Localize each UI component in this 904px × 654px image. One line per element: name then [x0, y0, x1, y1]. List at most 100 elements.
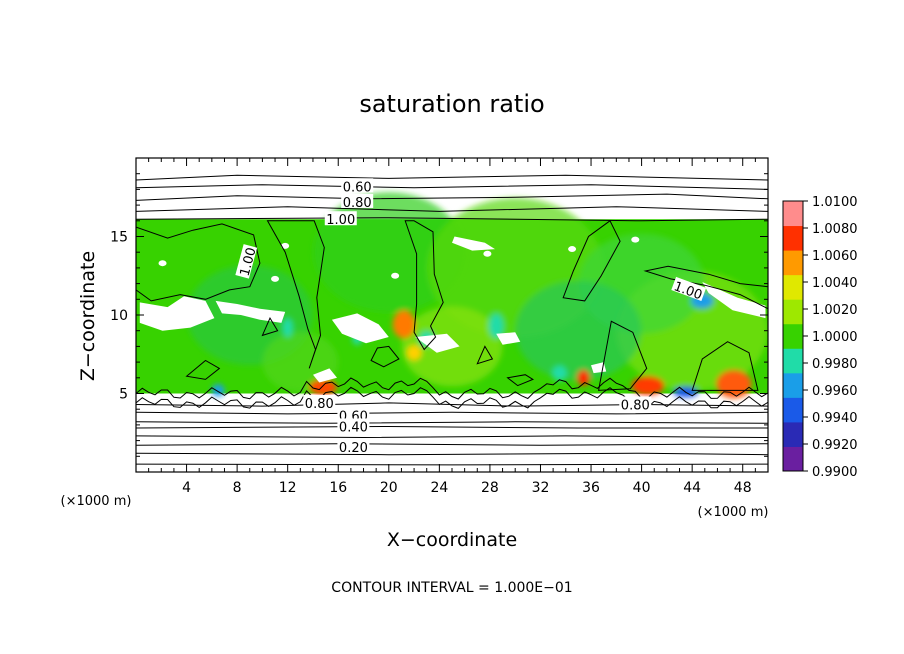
cool-patch [488, 313, 504, 339]
contour-line [136, 206, 768, 212]
contour-interval-note: CONTOUR INTERVAL = 1.000E−01 [331, 580, 572, 596]
colorbar-swatch [783, 348, 803, 374]
subsaturated-spot [568, 246, 577, 253]
colorbar-tick-label: 1.0000 [812, 330, 858, 345]
contour-line [136, 386, 768, 409]
colorbar-tick-label: 0.9980 [812, 357, 858, 372]
x-tick-label: 12 [279, 480, 297, 496]
x-axis-unit: (×1000 m) [698, 505, 769, 520]
colorbar-tick-label: 1.0100 [812, 195, 858, 210]
contour-line [185, 359, 221, 380]
contour-line [136, 377, 768, 400]
contour-label-bg [337, 407, 370, 422]
colorbar: 1.0100 1.0080 1.0060 1.0040 1.0020 1.0000 0.99… [782, 195, 858, 480]
contour-line [136, 443, 768, 446]
contour-label: 0.80 [305, 397, 334, 412]
contour-label-bg [341, 193, 374, 208]
subsaturated-spot [281, 242, 290, 249]
contour-label-bg [324, 211, 357, 226]
subsaturated-spot [158, 260, 167, 267]
x-tick-label: 48 [734, 480, 752, 496]
field-patch [515, 280, 642, 381]
subsaturated-spot [271, 275, 280, 282]
x-tick-label: 36 [582, 480, 600, 496]
colorbar-tick-label: 0.9940 [812, 411, 858, 426]
warm-patch [577, 369, 590, 386]
colorbar-swatch [783, 446, 803, 472]
y-tick-label: 5 [119, 387, 128, 403]
contour-line [136, 452, 768, 456]
colorbar-swatch [783, 323, 803, 349]
warm-patch [392, 310, 416, 339]
contour-line [370, 345, 400, 368]
subsaturated-region [702, 282, 766, 319]
colorbar-swatch [783, 372, 803, 398]
subsaturated-spot [483, 250, 492, 257]
x-axis-label: X−coordinate [387, 529, 517, 551]
warm-patch [716, 369, 752, 399]
contour-line [136, 174, 768, 181]
cool-patch [282, 318, 293, 337]
contour-line [404, 220, 444, 351]
subsaturated-spot [631, 236, 640, 243]
colorbar-tick-label: 1.0020 [812, 303, 858, 318]
contour-label: 0.80 [621, 398, 650, 413]
subsaturated-region [313, 368, 337, 383]
contour-label: 1.00 [326, 213, 355, 228]
saturation-field [136, 192, 768, 399]
contour-line [136, 425, 768, 429]
colorbar-tick-label: 0.9900 [812, 465, 858, 480]
contour-label: 0.60 [343, 180, 372, 195]
x-tick-label: 16 [329, 480, 347, 496]
subsaturated-region [452, 236, 495, 251]
warm-patch [309, 379, 337, 396]
contour-line [261, 317, 279, 337]
contour-label-bg [341, 178, 374, 193]
contour-label-bg [235, 244, 258, 279]
chart-title: saturation ratio [359, 90, 544, 118]
colorbar-tick-label: 1.0060 [812, 249, 858, 264]
subsaturated-region [496, 332, 521, 345]
y-axis-label: Z−coordinate [77, 251, 99, 381]
contour-label: 0.20 [339, 441, 368, 456]
contour-label-bg [619, 396, 652, 411]
colorbar-tick-label: 0.9960 [812, 384, 858, 399]
contour-line [136, 402, 768, 407]
contour-line [266, 220, 325, 369]
contour-line [136, 421, 768, 424]
contour-line [691, 341, 759, 391]
x-tick-label: 28 [481, 480, 499, 496]
subsaturated-spot [391, 272, 400, 279]
contour-line [136, 435, 768, 439]
warm-patch [631, 376, 665, 396]
contour-line [136, 217, 768, 222]
x-tick-label: 24 [430, 480, 448, 496]
contour-line [136, 411, 768, 415]
contour-lines [136, 174, 768, 466]
subsaturated-region [139, 296, 215, 331]
contour-line [562, 220, 621, 302]
x-origin-unit: (×1000 m) [61, 494, 132, 509]
contour-label: 0.40 [339, 420, 368, 435]
contour-label-bg [337, 418, 370, 433]
colorbar-tick-label: 0.9920 [812, 438, 858, 453]
contour-label-bg [337, 438, 370, 453]
colorbar-swatch [783, 397, 803, 423]
contour-line [476, 345, 494, 365]
y-axis: 5 10 15 [110, 173, 768, 457]
contour-line [136, 193, 768, 201]
x-tick-label: 20 [380, 480, 398, 496]
contour-line [136, 463, 768, 466]
warm-patch [406, 344, 422, 361]
colorbar-swatch [783, 201, 803, 227]
colorbar-tick-label: 1.0080 [812, 222, 858, 237]
x-tick-label: 8 [233, 480, 242, 496]
colorbar-tick-label: 1.0040 [812, 276, 858, 291]
contour-line [597, 320, 648, 391]
subsaturated-region [215, 300, 286, 323]
colorbar-swatch [783, 225, 803, 251]
contour-label-bg [303, 394, 336, 409]
colorbar-swatch [783, 421, 803, 447]
contour-label: 0.80 [343, 196, 372, 211]
